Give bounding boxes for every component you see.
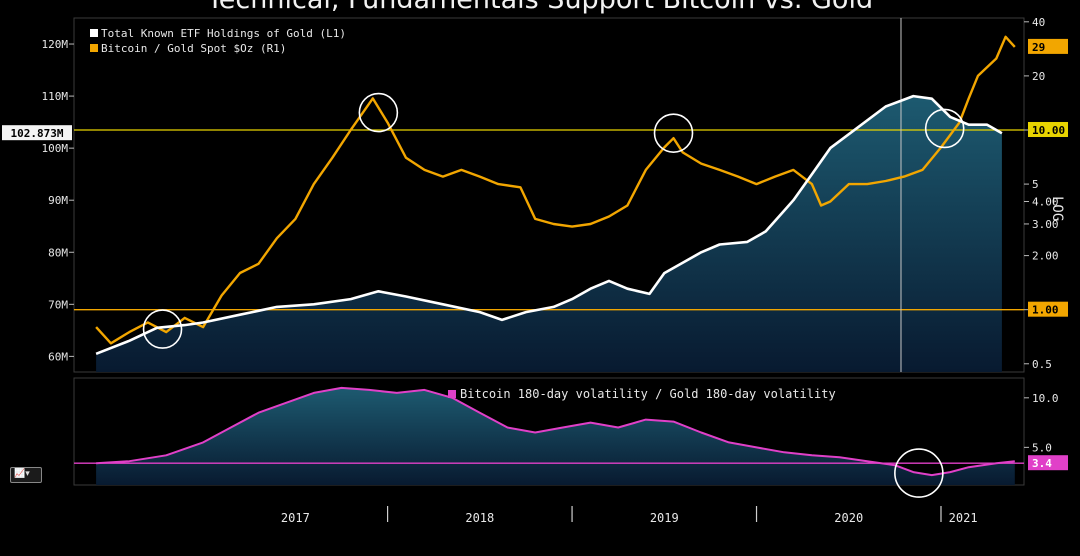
left-axis-tick-label: 110M — [42, 90, 69, 103]
right-axis-tick-label: 0.5 — [1032, 358, 1052, 371]
etf-holdings-line — [95, 94, 1003, 356]
x-axis-tick-label: 2017 — [281, 511, 310, 525]
left-current-value-box — [2, 125, 72, 141]
left-axis-tick-label: 60M — [48, 350, 68, 363]
line-chart-icon: 📈▾ — [14, 469, 30, 479]
highlight-circle — [653, 113, 694, 153]
ratio-reference-badge-10-box — [1028, 121, 1068, 137]
right-axis-tick-label: 3.00 — [1032, 218, 1059, 231]
highlight-circle — [894, 448, 944, 498]
left-axis-tick-label: 90M — [48, 194, 68, 207]
ratio-current-badge-label: 29 — [1032, 41, 1045, 54]
chart-type-button[interactable]: 📈▾ — [10, 467, 42, 483]
highlight-circle — [358, 92, 399, 133]
bitcoin-gold-ratio-line — [95, 35, 1016, 345]
legend-swatch — [90, 29, 98, 37]
lower-axis-tick-label: 10.0 — [1032, 392, 1059, 405]
ratio-reference-badge-1-label: 1.00 — [1032, 304, 1059, 317]
lower-legend-label: Bitcoin 180-day volatility / Gold 180-da… — [460, 387, 836, 401]
legend-swatch — [90, 44, 98, 52]
highlight-circle — [142, 309, 183, 349]
x-axis-tick-label: 2018 — [465, 511, 494, 525]
volatility-area — [96, 387, 1015, 485]
highlight-circle — [924, 108, 965, 149]
volatility-current-badge-label: 3.4 — [1032, 457, 1052, 470]
right-axis-tick-label: 2.00 — [1032, 250, 1059, 263]
ratio-reference-badge-1-box — [1028, 301, 1068, 317]
left-axis-tick-label: 80M — [48, 246, 68, 259]
ratio-current-badge-box — [1028, 38, 1068, 54]
legend-label: Bitcoin / Gold Spot $Oz (R1) — [101, 42, 286, 55]
left-current-value-label: 102.873M — [11, 127, 64, 140]
etf-holdings-area — [96, 96, 1002, 372]
right-axis-tick-label: 20 — [1032, 70, 1045, 83]
lower-legend-swatch — [448, 390, 456, 398]
left-axis-tick-label: 120M — [42, 38, 69, 51]
x-axis-tick-label: 2020 — [834, 511, 863, 525]
x-axis-tick-label: 2021 — [949, 511, 978, 525]
right-axis-tick-label: 40 — [1032, 16, 1045, 29]
x-axis-tick-label: 2019 — [650, 511, 679, 525]
lower-axis-tick-label: 5.0 — [1032, 441, 1052, 454]
ratio-reference-badge-10-label: 10.00 — [1032, 124, 1065, 137]
chart-title: Technical, Fundamentals Support Bitcoin … — [0, 0, 1080, 15]
left-axis-tick-label: 100M — [42, 142, 69, 155]
volatility-current-badge-box — [1028, 455, 1068, 471]
log-scale-label: LOG — [1049, 196, 1065, 221]
left-axis-tick-label: 70M — [48, 298, 68, 311]
right-axis-tick-label: 5 — [1032, 178, 1039, 191]
right-axis-tick-label: 4.00 — [1032, 195, 1059, 208]
legend-label: Total Known ETF Holdings of Gold (L1) — [101, 27, 346, 40]
volatility-ratio-line — [96, 386, 1015, 477]
